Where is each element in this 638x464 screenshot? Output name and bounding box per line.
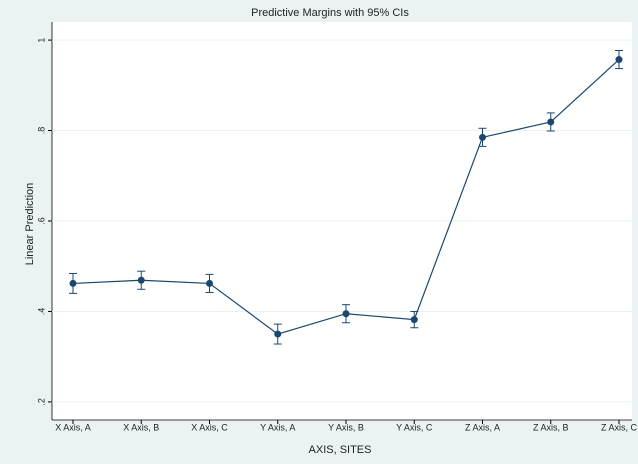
y-tick-label: .4 bbox=[36, 308, 46, 316]
x-tick-label: X Axis, A bbox=[55, 422, 91, 432]
point bbox=[479, 133, 486, 141]
y-tick-label: 1 bbox=[36, 38, 46, 43]
point bbox=[410, 316, 418, 324]
point bbox=[342, 310, 350, 318]
point bbox=[274, 330, 282, 338]
x-tick-label: Y Axis, C bbox=[396, 422, 433, 432]
y-axis-label: Linear Prediction bbox=[24, 183, 36, 266]
x-tick-label: X Axis, C bbox=[191, 422, 228, 432]
point bbox=[69, 279, 77, 287]
chart-title: Predictive Margins with 95% CIs bbox=[251, 7, 409, 19]
y-tick-label: .8 bbox=[36, 127, 46, 135]
x-tick-label: Z Axis, B bbox=[533, 422, 569, 432]
point bbox=[137, 276, 145, 284]
y-tick-label: .2 bbox=[36, 398, 46, 406]
x-tick-label: Y Axis, A bbox=[260, 422, 295, 432]
x-tick-label: Y Axis, B bbox=[328, 422, 364, 432]
x-axis-label: AXIS, SITES bbox=[309, 444, 372, 456]
point bbox=[206, 279, 213, 287]
x-tick-label: Z Axis, C bbox=[601, 422, 638, 432]
point bbox=[615, 56, 623, 64]
x-tick-label: Z Axis, A bbox=[465, 422, 500, 432]
x-tick-label: X Axis, B bbox=[123, 422, 159, 432]
y-tick-label: .6 bbox=[36, 217, 46, 225]
point bbox=[547, 118, 555, 126]
